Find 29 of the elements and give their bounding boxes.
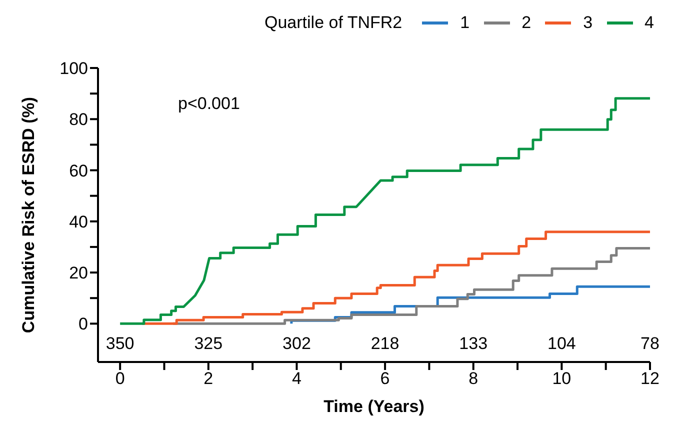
annotation: 302 [282,334,311,353]
y-tick-label: 60 [69,161,88,180]
x-tick-label: 0 [115,369,125,388]
annotation: 78 [640,334,660,353]
y-tick-label: 80 [69,110,88,130]
y-axis-title: Cumulative Risk of ESRD (%) [19,96,38,334]
legend-label: 1 [460,13,470,33]
y-tick-label: 100 [60,59,88,78]
annotation: 218 [370,334,400,353]
annotation: 325 [194,334,223,353]
legend-label: 2 [522,13,532,33]
annotation: 350 [106,334,134,353]
annotation: 104 [547,334,576,353]
legend-title: Quartile of TNFR2 [264,13,402,33]
legend-label: 3 [583,13,593,33]
x-tick-label: 8 [468,369,478,388]
y-tick-label: 0 [78,314,88,334]
annotation: 133 [459,334,488,353]
annotation: p<0.001 [178,94,240,114]
x-tick-label: 6 [380,369,390,388]
legend-label: 4 [644,13,654,33]
line-series [118,97,650,325]
x-tick-label: 2 [204,369,214,388]
x-axis-title: Time (Years) [324,397,424,416]
y-tick-label: 20 [69,264,88,283]
y-tick-label: 40 [69,212,88,232]
x-tick-label: 10 [552,369,572,388]
x-tick-label: 12 [640,369,660,388]
x-tick-label: 4 [292,369,302,388]
